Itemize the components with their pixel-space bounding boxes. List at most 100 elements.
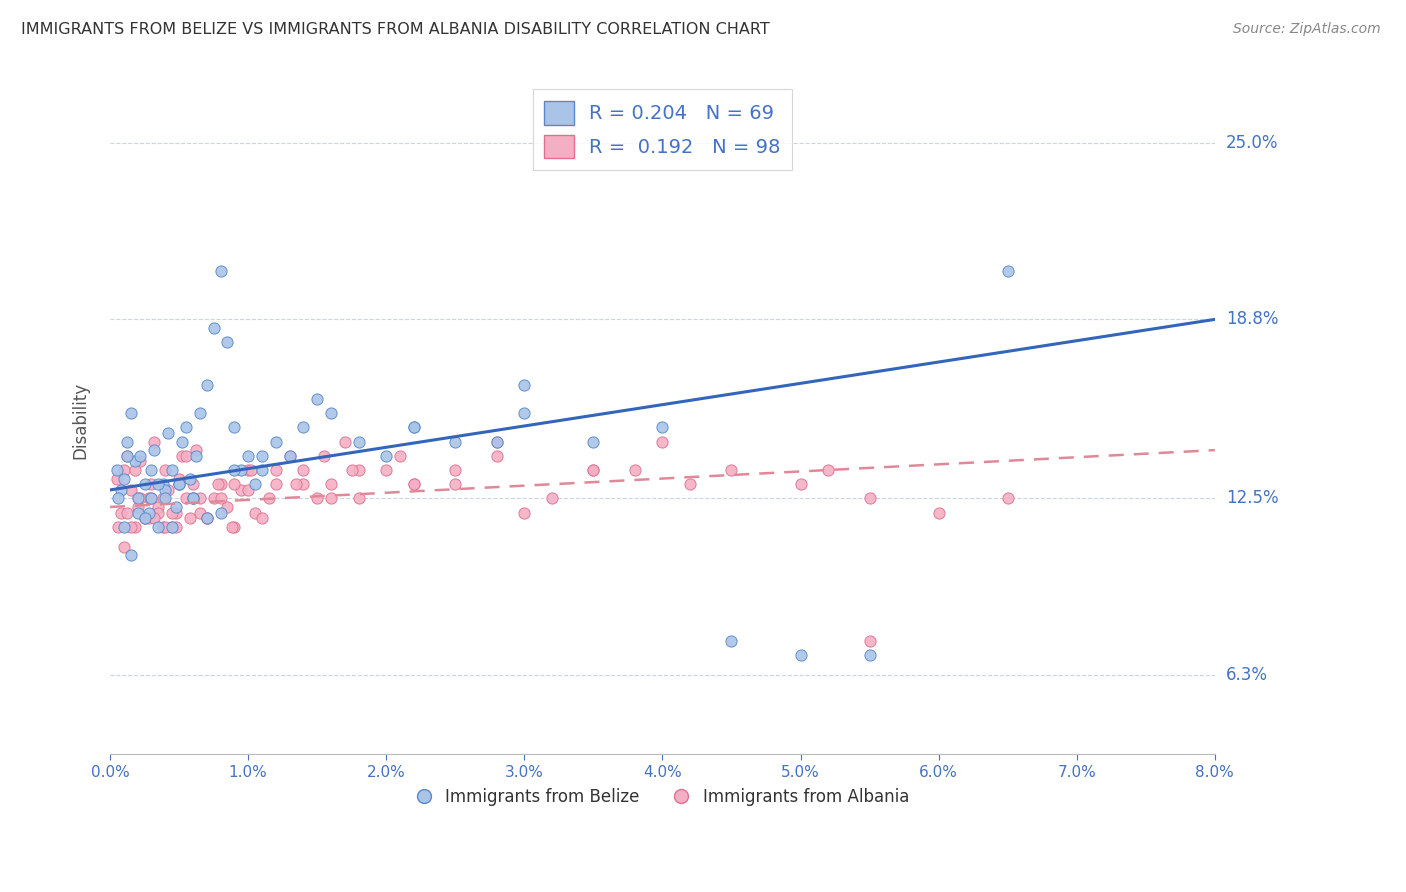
Point bbox=[285, 477, 308, 491]
Point bbox=[174, 420, 197, 434]
Point bbox=[124, 454, 146, 468]
Point bbox=[110, 483, 132, 497]
Point bbox=[582, 434, 605, 449]
Point bbox=[138, 506, 160, 520]
Point bbox=[264, 434, 287, 449]
Point bbox=[110, 506, 132, 520]
Point bbox=[157, 483, 180, 497]
Point bbox=[143, 434, 166, 449]
Point bbox=[188, 491, 211, 506]
Point bbox=[582, 463, 605, 477]
Point bbox=[148, 506, 170, 520]
Point bbox=[202, 321, 225, 335]
Point bbox=[160, 463, 183, 477]
Point bbox=[224, 520, 246, 534]
Point bbox=[165, 500, 187, 514]
Point bbox=[112, 520, 135, 534]
Point bbox=[174, 491, 197, 506]
Point bbox=[141, 463, 163, 477]
Point bbox=[340, 463, 363, 477]
Point bbox=[174, 449, 197, 463]
Point bbox=[817, 463, 839, 477]
Point bbox=[485, 434, 508, 449]
Point bbox=[375, 449, 398, 463]
Point bbox=[238, 449, 260, 463]
Point bbox=[105, 471, 128, 485]
Point bbox=[513, 406, 536, 420]
Point bbox=[141, 477, 163, 491]
Point bbox=[292, 463, 315, 477]
Point bbox=[127, 500, 149, 514]
Point bbox=[127, 506, 149, 520]
Point bbox=[243, 477, 266, 491]
Point bbox=[105, 463, 128, 477]
Point bbox=[129, 454, 152, 468]
Point bbox=[444, 463, 467, 477]
Point bbox=[124, 520, 146, 534]
Point bbox=[138, 511, 160, 525]
Point bbox=[129, 449, 152, 463]
Point bbox=[402, 477, 425, 491]
Point bbox=[115, 449, 138, 463]
Point bbox=[181, 477, 204, 491]
Point bbox=[221, 520, 243, 534]
Point bbox=[347, 463, 370, 477]
Text: 12.5%: 12.5% bbox=[1226, 490, 1278, 508]
Point bbox=[107, 491, 129, 506]
Point bbox=[107, 520, 129, 534]
Point bbox=[143, 511, 166, 525]
Point bbox=[127, 491, 149, 506]
Point bbox=[224, 463, 246, 477]
Point bbox=[928, 506, 950, 520]
Point bbox=[143, 443, 166, 458]
Point bbox=[112, 463, 135, 477]
Point bbox=[209, 506, 232, 520]
Point bbox=[444, 477, 467, 491]
Point bbox=[319, 477, 342, 491]
Point bbox=[184, 449, 207, 463]
Point bbox=[160, 520, 183, 534]
Point bbox=[624, 463, 647, 477]
Point bbox=[181, 491, 204, 506]
Text: 18.8%: 18.8% bbox=[1226, 310, 1278, 328]
Point bbox=[155, 491, 177, 506]
Point bbox=[155, 463, 177, 477]
Point bbox=[314, 449, 336, 463]
Point bbox=[124, 463, 146, 477]
Point bbox=[165, 520, 187, 534]
Point bbox=[858, 633, 880, 648]
Point bbox=[217, 500, 239, 514]
Point bbox=[188, 406, 211, 420]
Point bbox=[485, 434, 508, 449]
Point bbox=[209, 264, 232, 278]
Point bbox=[195, 511, 218, 525]
Point bbox=[347, 491, 370, 506]
Point bbox=[243, 506, 266, 520]
Point bbox=[120, 406, 142, 420]
Point bbox=[389, 449, 412, 463]
Point bbox=[402, 420, 425, 434]
Point bbox=[582, 463, 605, 477]
Point bbox=[541, 491, 564, 506]
Point bbox=[152, 520, 174, 534]
Point bbox=[115, 506, 138, 520]
Point bbox=[160, 520, 183, 534]
Point bbox=[278, 449, 301, 463]
Point bbox=[148, 477, 170, 491]
Point bbox=[250, 463, 273, 477]
Point bbox=[148, 500, 170, 514]
Text: IMMIGRANTS FROM BELIZE VS IMMIGRANTS FROM ALBANIA DISABILITY CORRELATION CHART: IMMIGRANTS FROM BELIZE VS IMMIGRANTS FRO… bbox=[21, 22, 770, 37]
Point bbox=[181, 491, 204, 506]
Point bbox=[195, 511, 218, 525]
Point bbox=[651, 434, 673, 449]
Point bbox=[651, 420, 673, 434]
Point bbox=[112, 471, 135, 485]
Point bbox=[292, 420, 315, 434]
Point bbox=[333, 434, 356, 449]
Point bbox=[278, 449, 301, 463]
Point bbox=[789, 477, 811, 491]
Point bbox=[129, 491, 152, 506]
Point bbox=[224, 477, 246, 491]
Text: 6.3%: 6.3% bbox=[1226, 665, 1268, 683]
Point bbox=[155, 483, 177, 497]
